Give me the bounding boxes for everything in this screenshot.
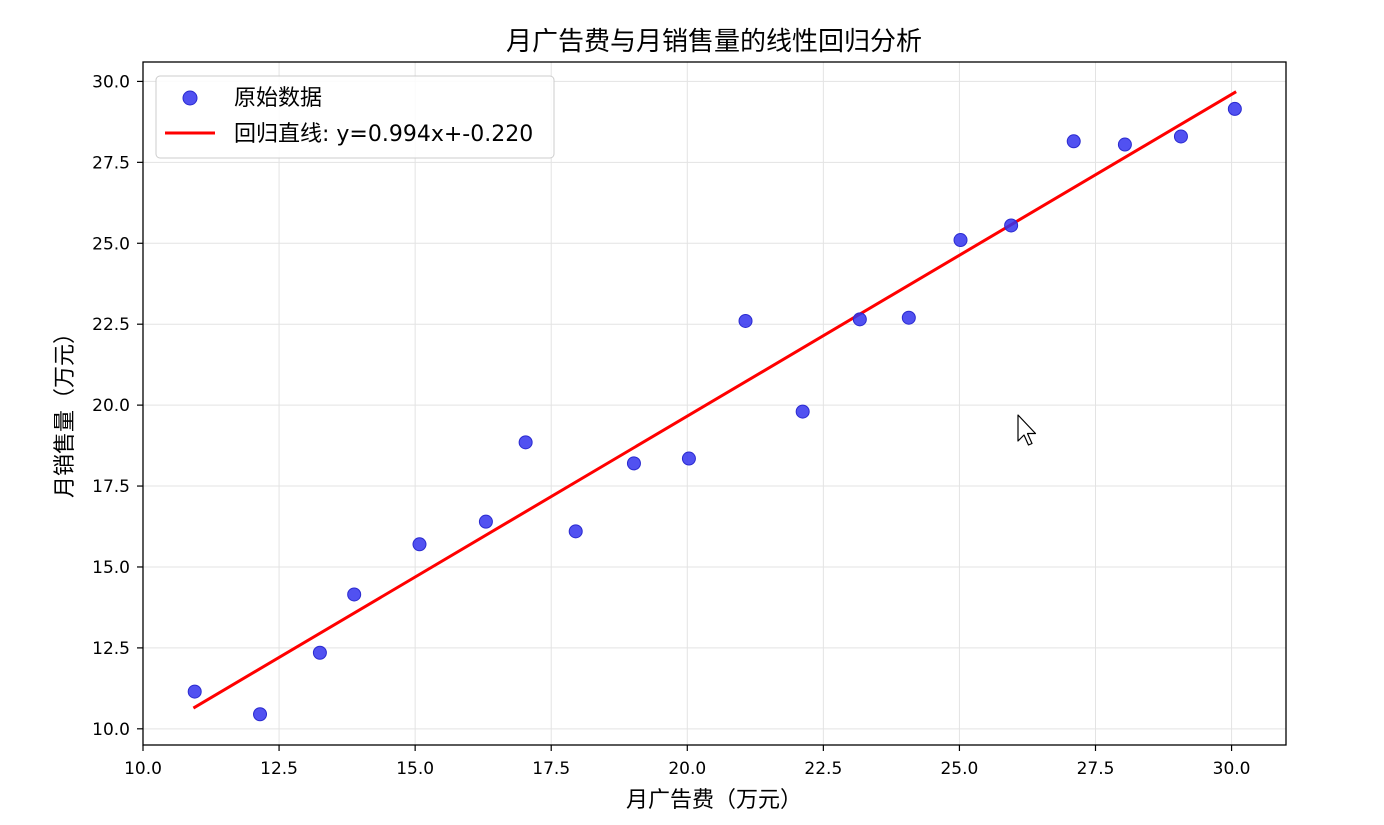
x-tick-label: 27.5 [1077,759,1115,779]
data-point [738,313,753,328]
data-point [412,537,427,552]
x-axis-title: 月广告费（万元） [626,788,802,813]
data-point [626,456,641,471]
mouse-pointer-icon [1017,414,1037,446]
data-point [1117,137,1132,152]
x-tick-label: 25.0 [940,759,978,779]
data-point [568,524,583,539]
scatter-points [187,101,1242,722]
x-tick-label: 30.0 [1213,759,1251,779]
x-axis-ticks: 10.0 12.5 15.0 17.5 20.0 22.5 25.0 27.5 30.0 [124,745,1251,779]
x-tick-label: 22.5 [804,759,842,779]
plot-area-frame [142,61,1287,746]
data-point [852,312,867,327]
y-axis-ticks: 10.0 12.5 15.0 17.5 20.0 22.5 25.0 27.5 30.0 [92,72,143,740]
x-tick-label: 17.5 [532,759,570,779]
data-point [518,435,533,450]
data-point [795,404,810,419]
data-point [312,645,327,660]
regression-line-layer [192,90,1237,710]
x-tick-label: 20.0 [668,759,706,779]
y-tick-label: 25.0 [92,234,130,254]
data-point [1227,101,1242,116]
legend-label-scatter: 原始数据 [234,86,322,111]
x-tick-label: 15.0 [396,759,434,779]
data-point [1066,134,1081,149]
y-tick-label: 27.5 [92,153,130,173]
legend: 原始数据 回归直线: y=0.994x+-0.220 [155,75,555,159]
y-tick-label: 22.5 [92,315,130,335]
data-point [681,451,696,466]
data-point [347,587,362,602]
data-point [478,514,493,529]
y-tick-label: 30.0 [92,72,130,92]
legend-label-line: 回归直线: y=0.994x+-0.220 [234,122,533,147]
regression-line [192,90,1237,710]
y-tick-label: 10.0 [92,720,130,740]
x-tick-label: 12.5 [260,759,298,779]
y-tick-label: 15.0 [92,558,130,578]
legend-marker-scatter [182,90,198,106]
y-axis-title: 月销售量（万元） [53,322,78,498]
legend-box [155,75,555,159]
y-tick-label: 17.5 [92,477,130,497]
data-point [187,684,202,699]
y-tick-label: 20.0 [92,396,130,416]
data-point [1004,218,1019,233]
y-tick-label: 12.5 [92,639,130,659]
data-point [901,310,916,325]
chart-title: 月广告费与月销售量的线性回归分析 [506,27,922,57]
x-tick-label: 10.0 [124,759,162,779]
data-point [953,233,968,248]
data-point [253,707,268,722]
data-point [1173,129,1188,144]
